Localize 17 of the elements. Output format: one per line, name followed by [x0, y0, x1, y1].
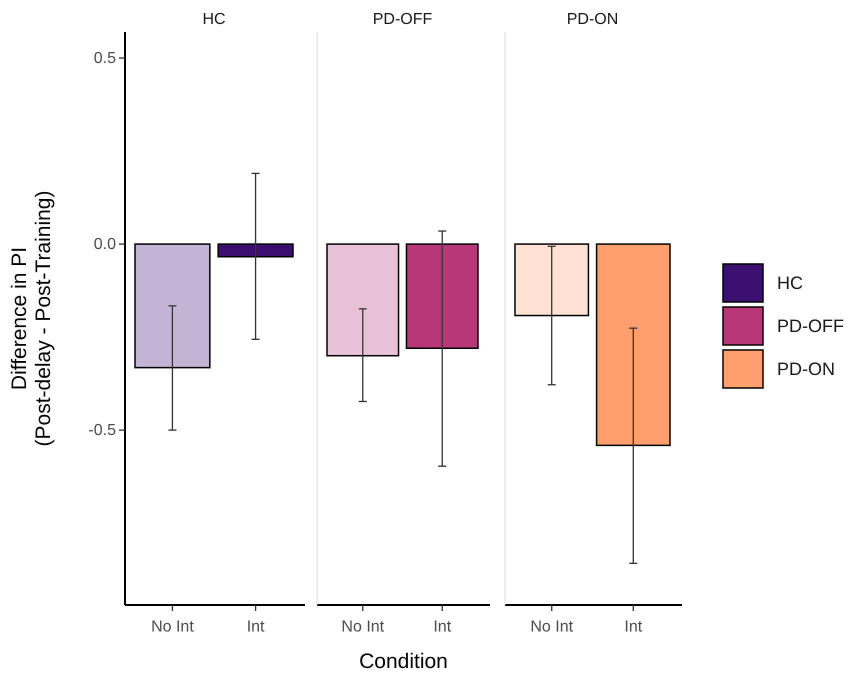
x-tick-label: Int [433, 618, 452, 636]
x-tick-label: Int [246, 618, 266, 636]
y-axis-title: Difference in PI (Post-delay - Post-Training) [8, 190, 55, 446]
legend-label: PD-ON [777, 359, 835, 379]
chart-title: PD-ON [566, 11, 618, 28]
x-axis-title: Condition [359, 650, 448, 673]
chart-title: HC [202, 11, 226, 28]
y-tick-label: 0.5 [94, 50, 116, 68]
x-tick-label: No Int [151, 618, 194, 636]
x-tick-label: No Int [530, 618, 574, 636]
x-tick-label: No Int [341, 618, 385, 636]
y-tick-label: -0.5 [88, 422, 116, 440]
legend-label: HC [777, 273, 803, 293]
legend-label: PD-OFF [777, 316, 844, 336]
y-tick-label: 0.0 [94, 236, 116, 254]
x-tick-label: Int [624, 618, 643, 636]
chart-title: PD-OFF [372, 11, 432, 28]
